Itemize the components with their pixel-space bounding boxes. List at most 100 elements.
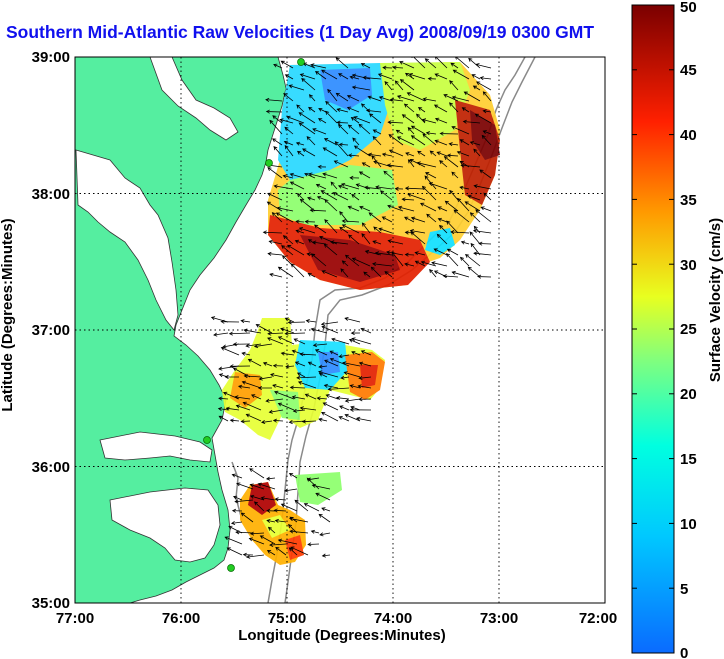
velocity-vector xyxy=(240,419,251,424)
velocity-vector xyxy=(355,183,371,190)
velocity-vector xyxy=(339,405,350,411)
velocity-vector xyxy=(334,141,349,157)
velocity-vector xyxy=(477,274,492,279)
velocity-vector xyxy=(308,94,316,102)
velocity-vector xyxy=(275,212,294,223)
map-title: Southern Mid-Atlantic Raw Velocities (1 … xyxy=(6,22,595,42)
velocity-vector xyxy=(310,63,327,69)
velocity-vector xyxy=(467,266,481,278)
velocity-vector xyxy=(448,142,459,147)
velocity-vector xyxy=(452,69,470,80)
velocity-vector xyxy=(460,240,470,245)
velocity-vector xyxy=(335,57,349,69)
velocity-vector xyxy=(397,205,415,212)
velocity-vector xyxy=(237,384,251,389)
velocity-vector xyxy=(294,361,306,367)
velocity-vector xyxy=(482,91,492,102)
velocity-vector xyxy=(335,92,349,102)
velocity-vector xyxy=(344,316,361,323)
velocity-vector xyxy=(379,190,393,201)
velocity-vector xyxy=(439,131,459,136)
velocity-vector xyxy=(410,135,426,146)
velocity-vector xyxy=(224,374,240,379)
velocity-vector xyxy=(311,253,327,267)
velocity-vector xyxy=(371,155,382,168)
velocity-vector xyxy=(322,402,339,411)
velocity-vector xyxy=(267,192,283,201)
velocity-vector xyxy=(460,163,481,168)
velocity-vector xyxy=(224,536,243,545)
velocity-vector xyxy=(267,526,276,534)
velocity-vector xyxy=(429,268,437,278)
velocity-vector xyxy=(245,413,262,422)
velocity-vector xyxy=(459,139,470,146)
velocity-vector xyxy=(358,375,372,381)
albemarle-sound xyxy=(99,431,213,463)
velocity-vector xyxy=(231,473,243,479)
velocity-vector xyxy=(318,107,327,113)
velocity-vector xyxy=(312,343,328,348)
velocity-vector xyxy=(417,106,426,113)
velocity-vector xyxy=(399,60,415,69)
velocity-vector xyxy=(378,227,393,234)
station-marker xyxy=(227,564,235,572)
velocity-vector xyxy=(451,95,470,102)
velocity-vector xyxy=(325,394,339,400)
velocity-vector xyxy=(391,251,404,267)
velocity-vector xyxy=(443,156,459,168)
velocity-vector xyxy=(344,413,361,422)
velocity-vector xyxy=(346,106,360,113)
velocity-vector xyxy=(396,95,415,102)
velocity-vector xyxy=(307,272,316,278)
velocity-vector xyxy=(323,383,339,389)
velocity-vector xyxy=(277,336,295,345)
velocity-vector xyxy=(323,138,338,146)
velocity-vector xyxy=(228,331,251,336)
velocity-vector xyxy=(210,316,229,323)
velocity-vector xyxy=(243,328,262,334)
velocity-vector xyxy=(242,552,254,557)
velocity-vector xyxy=(310,529,320,534)
velocity-vector xyxy=(329,357,350,367)
velocity-vector xyxy=(295,229,305,234)
velocity-vector xyxy=(469,140,481,146)
velocity-vector xyxy=(266,508,276,513)
velocity-vector xyxy=(401,197,415,202)
velocity-vector xyxy=(347,205,360,212)
velocity-vector xyxy=(479,169,492,179)
velocity-vector xyxy=(405,152,415,157)
velocity-vector xyxy=(469,231,481,245)
velocity-vector xyxy=(349,407,372,412)
velocity-vector xyxy=(370,266,382,278)
velocity-vector xyxy=(352,137,360,146)
velocity-vector xyxy=(419,202,437,212)
velocity-vector xyxy=(425,131,437,136)
velocity-vector xyxy=(320,321,339,326)
velocity-vector xyxy=(414,260,426,267)
velocity-vector xyxy=(421,185,437,201)
velocity-vector xyxy=(395,129,404,135)
velocity-vector xyxy=(319,532,331,537)
velocity-vector xyxy=(321,553,331,558)
velocity-vector xyxy=(331,337,350,345)
velocity-vector xyxy=(306,477,320,490)
colorbar-tick-label: 40 xyxy=(680,127,697,144)
colorbar-tick-label: 5 xyxy=(680,581,688,598)
velocity-vector xyxy=(359,205,371,212)
delaware-bay xyxy=(149,57,239,141)
velocity-vector xyxy=(465,253,481,267)
velocity-vector xyxy=(462,119,481,124)
velocity-vector xyxy=(350,331,361,336)
velocity-vector xyxy=(358,171,371,179)
velocity-vector xyxy=(232,342,251,347)
velocity-vector xyxy=(421,118,437,124)
velocity-vector xyxy=(450,230,470,235)
velocity-vector xyxy=(265,97,283,102)
velocity-vector xyxy=(234,395,251,400)
velocity-vector xyxy=(475,209,492,223)
velocity-vector xyxy=(417,150,426,157)
velocity-vector xyxy=(357,384,372,389)
station-marker xyxy=(203,436,211,444)
velocity-vector xyxy=(360,63,371,69)
y-tick-label: 39:00 xyxy=(32,49,70,66)
